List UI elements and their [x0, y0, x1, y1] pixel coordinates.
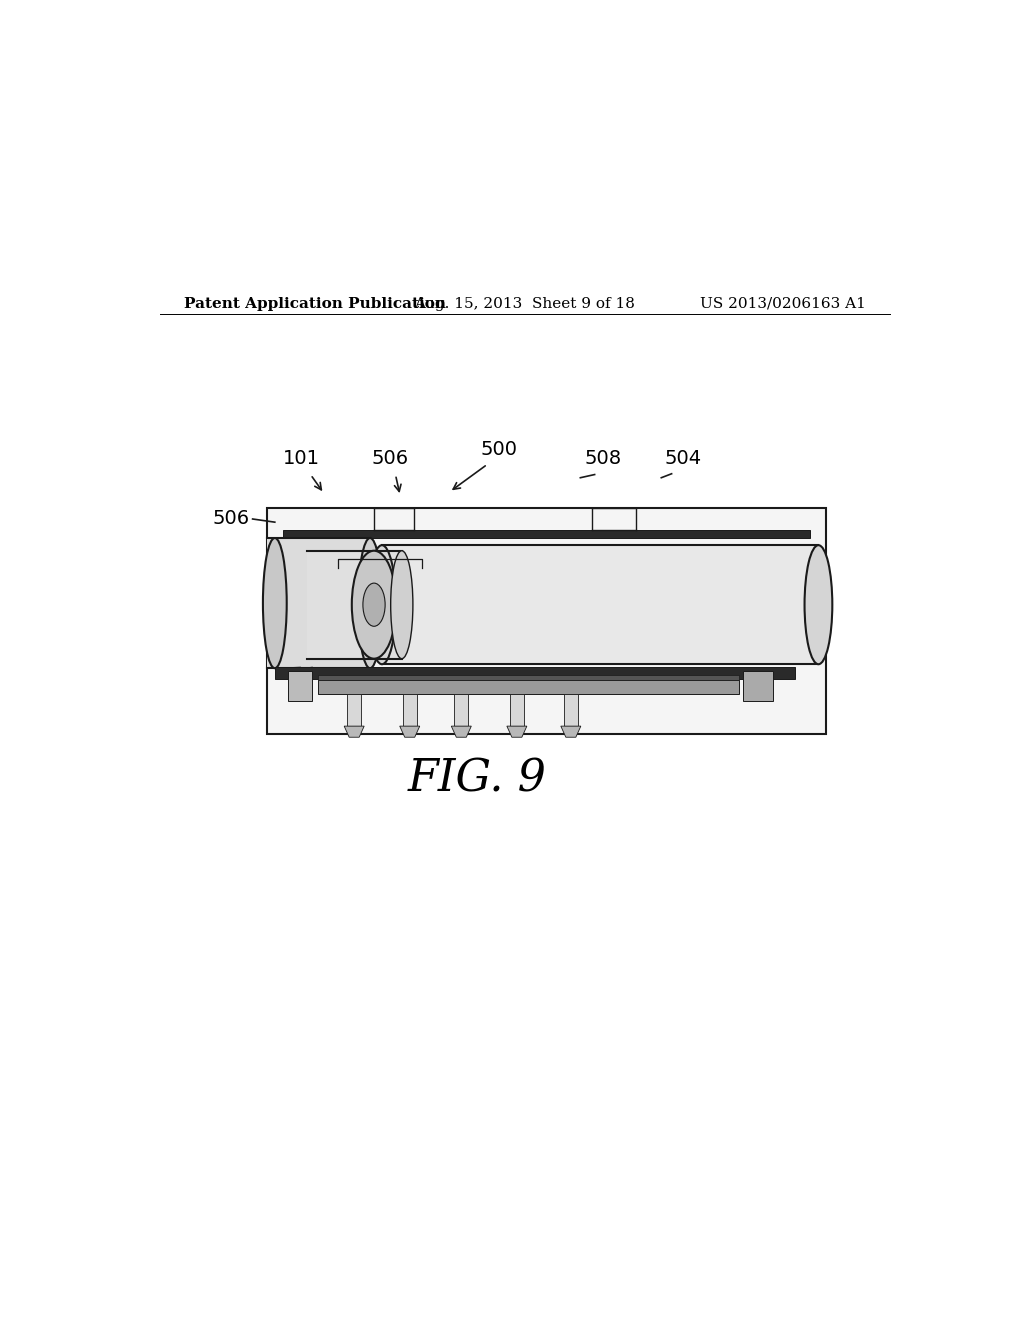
Bar: [283, 531, 811, 539]
Text: Aug. 15, 2013  Sheet 9 of 18: Aug. 15, 2013 Sheet 9 of 18: [415, 297, 635, 312]
Bar: [318, 680, 739, 694]
Text: 506: 506: [372, 449, 409, 469]
Bar: [306, 550, 401, 659]
Polygon shape: [399, 726, 420, 738]
Bar: [347, 694, 361, 726]
Bar: [563, 694, 578, 726]
Ellipse shape: [391, 550, 413, 659]
Bar: [455, 694, 468, 726]
Bar: [743, 671, 773, 701]
Bar: [267, 508, 826, 734]
Bar: [318, 676, 739, 680]
Ellipse shape: [362, 583, 385, 626]
Text: 508: 508: [584, 449, 622, 469]
Bar: [274, 668, 795, 678]
Ellipse shape: [263, 539, 287, 668]
Bar: [382, 545, 818, 664]
Bar: [510, 694, 524, 726]
Text: 506: 506: [212, 510, 250, 528]
Ellipse shape: [805, 545, 833, 664]
Text: 500: 500: [480, 440, 517, 458]
Text: US 2013/0206163 A1: US 2013/0206163 A1: [700, 297, 866, 312]
Text: FIG. 9: FIG. 9: [408, 758, 547, 801]
Ellipse shape: [352, 550, 396, 659]
Bar: [267, 508, 825, 734]
Text: 504: 504: [665, 449, 702, 469]
Polygon shape: [561, 726, 581, 738]
Text: 502: 502: [361, 572, 399, 590]
Polygon shape: [452, 726, 471, 738]
Bar: [402, 694, 417, 726]
Text: Patent Application Publication: Patent Application Publication: [183, 297, 445, 312]
Bar: [289, 671, 312, 701]
Ellipse shape: [368, 545, 396, 664]
Text: 101: 101: [283, 449, 319, 469]
Polygon shape: [344, 726, 365, 738]
Bar: [267, 539, 370, 668]
Polygon shape: [507, 726, 527, 738]
Ellipse shape: [358, 539, 382, 668]
